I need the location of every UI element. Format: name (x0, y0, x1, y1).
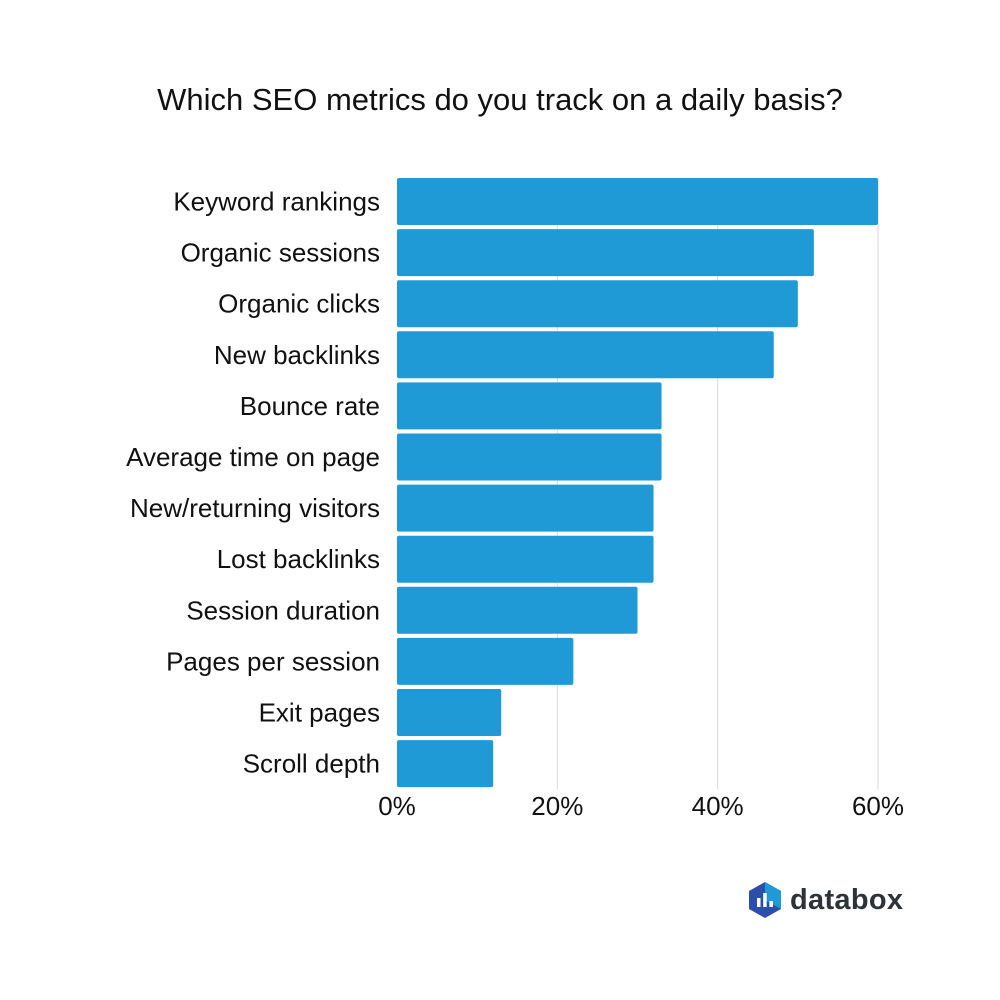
bar (397, 484, 654, 532)
bar (397, 535, 654, 583)
bar (397, 331, 774, 379)
brand-logo: databox (748, 880, 903, 920)
bar (397, 382, 662, 430)
chart-title: Which SEO metrics do you track on a dail… (157, 82, 843, 117)
category-label: Scroll depth (243, 749, 380, 779)
category-label: Session duration (186, 595, 380, 625)
bar (397, 229, 814, 277)
x-tick-label: 20% (531, 791, 583, 821)
databox-logo-icon (749, 882, 781, 918)
bar (397, 740, 494, 788)
bar (397, 586, 638, 634)
x-tick-label: 40% (692, 791, 744, 821)
category-label: Bounce rate (240, 391, 380, 421)
bars (397, 178, 878, 788)
category-labels: Keyword rankings Organic sessions Organic … (126, 187, 380, 779)
category-label: New backlinks (214, 340, 380, 370)
bar (397, 689, 502, 736)
gridlines (556, 178, 879, 790)
x-axis-ticks: 0% 20% 40% 60% (378, 791, 904, 821)
bar (397, 637, 574, 685)
bar (397, 280, 798, 328)
category-label: Exit pages (259, 698, 380, 728)
x-tick-label: 0% (378, 791, 416, 821)
bar (397, 433, 662, 481)
x-tick-label: 60% (852, 791, 904, 821)
category-label: Organic clicks (218, 289, 380, 319)
category-label: New/returning visitors (130, 493, 380, 523)
category-label: Pages per session (166, 646, 380, 676)
category-label: Keyword rankings (173, 187, 380, 217)
category-label: Average time on page (126, 442, 380, 472)
category-label: Organic sessions (181, 238, 380, 268)
bar (397, 178, 878, 225)
category-label: Lost backlinks (217, 544, 380, 574)
brand-name: databox (790, 883, 904, 916)
